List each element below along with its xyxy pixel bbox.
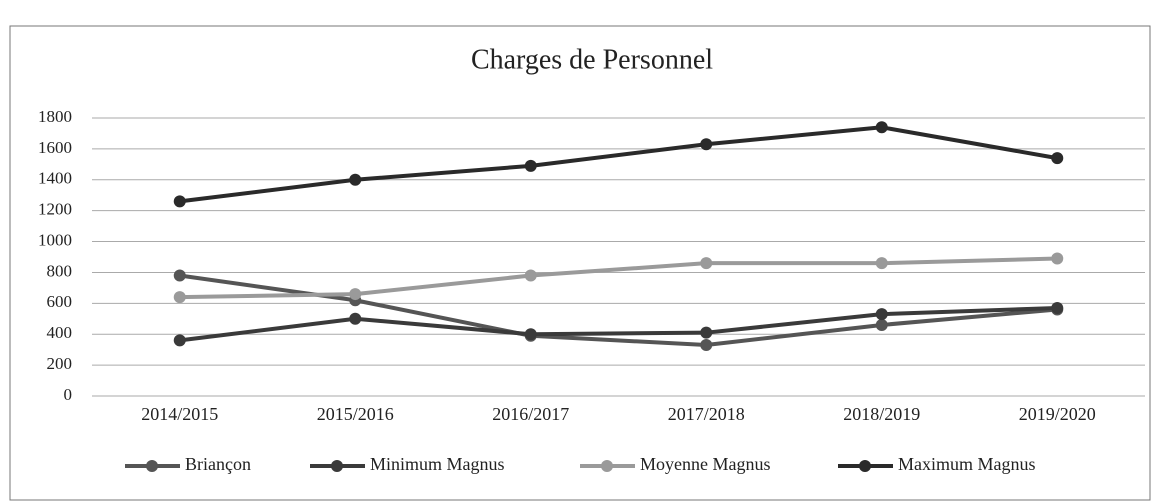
- y-tick-label: 1000: [38, 230, 72, 249]
- x-tick-label: 2016/2017: [492, 404, 569, 424]
- y-tick-label: 800: [47, 261, 73, 280]
- x-tick-label: 2018/2019: [843, 404, 920, 424]
- data-point: [173, 269, 186, 282]
- data-point: [524, 328, 537, 341]
- data-point: [875, 257, 888, 270]
- y-tick-label: 0: [64, 385, 73, 404]
- data-point: [349, 288, 362, 301]
- chart-frame: [9, 25, 1151, 501]
- data-point: [875, 318, 888, 331]
- legend-marker: [859, 460, 871, 472]
- legend-label: Briançon: [185, 454, 251, 474]
- data-point: [1051, 252, 1064, 265]
- series-line: [179, 256, 1058, 300]
- data-point: [1051, 152, 1064, 165]
- legend-label: Maximum Magnus: [898, 454, 1036, 474]
- data-point: [173, 334, 186, 347]
- x-tick-label: 2015/2016: [317, 404, 394, 424]
- legend-label: Moyenne Magnus: [640, 454, 770, 474]
- y-tick-label: 1400: [38, 169, 72, 188]
- x-tick-label: 2019/2020: [1019, 404, 1096, 424]
- data-point: [700, 257, 713, 270]
- data-point: [700, 326, 713, 339]
- legend-marker: [601, 460, 613, 472]
- data-point: [1051, 301, 1064, 314]
- series-line: [179, 125, 1058, 204]
- data-point: [173, 195, 186, 208]
- legend-marker: [146, 460, 158, 472]
- data-point: [524, 159, 537, 172]
- data-point: [875, 121, 888, 134]
- data-point: [349, 173, 362, 186]
- data-point: [875, 308, 888, 321]
- chart-title: Charges de Personnel: [471, 44, 713, 75]
- series-line: [179, 305, 1058, 343]
- y-tick-label: 1600: [38, 138, 72, 157]
- legend-label: Minimum Magnus: [370, 454, 505, 474]
- data-point: [349, 312, 362, 325]
- x-tick-label: 2017/2018: [668, 404, 745, 424]
- legend-marker: [331, 460, 343, 472]
- y-tick-label: 400: [47, 323, 73, 342]
- y-tick-label: 200: [47, 354, 73, 373]
- x-tick-label: 2014/2015: [141, 404, 218, 424]
- y-tick-label: 600: [47, 292, 73, 311]
- data-point: [700, 339, 713, 352]
- data-point: [700, 138, 713, 151]
- data-point: [173, 291, 186, 304]
- y-tick-label: 1800: [38, 107, 72, 126]
- data-point: [524, 269, 537, 282]
- y-tick-label: 1200: [38, 200, 72, 219]
